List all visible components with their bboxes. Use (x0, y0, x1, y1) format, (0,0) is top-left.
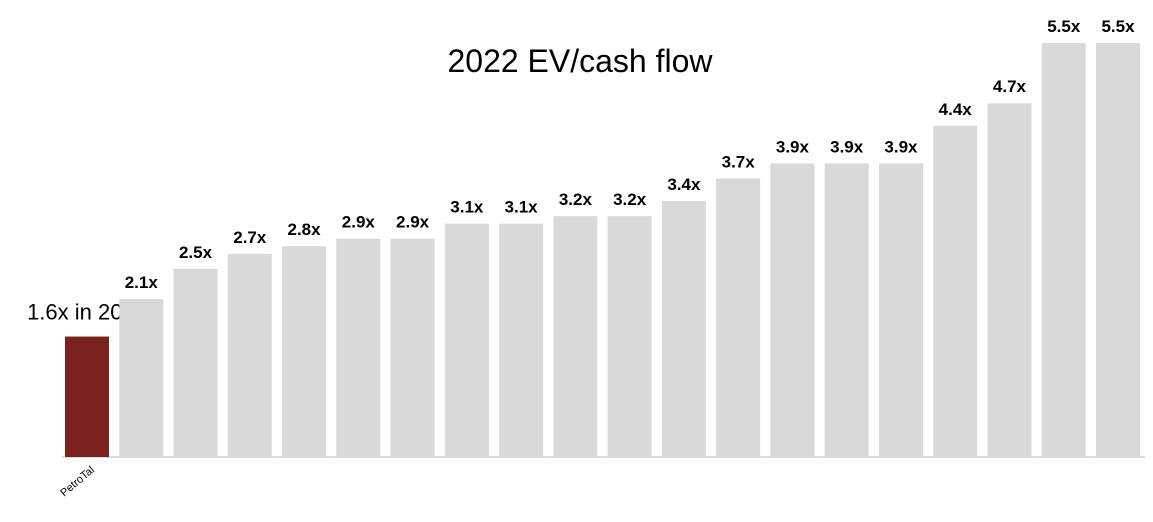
value-label: 2.5x (179, 243, 213, 262)
value-label: 3.1x (450, 198, 484, 217)
bar (607, 216, 652, 457)
value-label: 3.7x (722, 152, 756, 171)
value-label: 2.9x (342, 213, 376, 232)
bar (770, 163, 815, 457)
bar (878, 163, 923, 457)
bar (987, 103, 1032, 457)
value-label: 5.5x (1101, 17, 1135, 36)
value-label: 4.4x (939, 100, 973, 119)
value-label: 2.9x (396, 213, 430, 232)
bar (227, 253, 272, 457)
bar (499, 223, 544, 457)
bar (444, 223, 489, 457)
bar (553, 216, 598, 457)
value-label: 3.2x (613, 190, 647, 209)
bar (661, 201, 706, 457)
bar (336, 238, 381, 457)
value-label: 2.8x (288, 220, 322, 239)
x-tick-label: PetroTal (58, 464, 97, 499)
value-label: 3.4x (667, 175, 701, 194)
bar (65, 336, 109, 457)
value-label: 2.7x (233, 228, 267, 247)
value-label: 3.9x (776, 137, 810, 156)
value-label: 3.9x (884, 137, 918, 156)
bar (933, 125, 978, 458)
bar (824, 163, 869, 457)
bar (1096, 43, 1140, 457)
value-label: 5.5x (1047, 17, 1081, 36)
value-label: 3.9x (830, 137, 864, 156)
bar (1041, 43, 1086, 457)
value-label: 2.1x (125, 273, 159, 292)
value-label: 3.1x (505, 198, 539, 217)
value-label: 4.7x (993, 77, 1027, 96)
value-label: 3.2x (559, 190, 593, 209)
chart-title: 2022 EV/cash flow (447, 43, 713, 79)
bar (390, 238, 435, 457)
bar (716, 178, 761, 457)
bar (282, 246, 327, 457)
bar (119, 298, 164, 457)
bar (173, 268, 218, 457)
